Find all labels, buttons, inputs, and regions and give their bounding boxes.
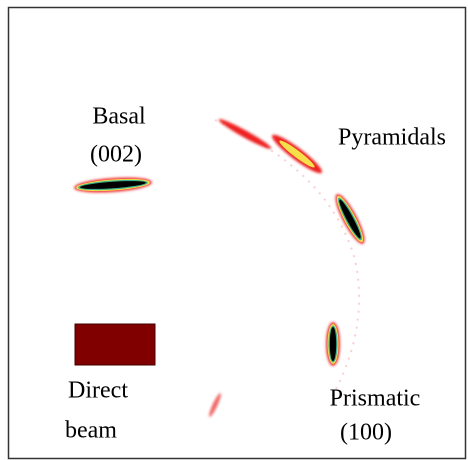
basal-label: Basal [92,104,146,130]
basal-index: (002) [90,142,142,168]
prismatic-index: (100) [340,420,392,446]
direct-beam-block [75,324,155,365]
direct-beam-label: beam [65,418,117,444]
prismatic-spot [326,322,340,366]
diffraction-figure: Basal (002) Pyramidals Direct beam Prism… [0,0,468,460]
direct-beam-label: Direct [68,378,128,404]
pyramidals-label: Pyramidals [338,125,446,151]
prismatic-label: Prismatic [330,386,421,412]
